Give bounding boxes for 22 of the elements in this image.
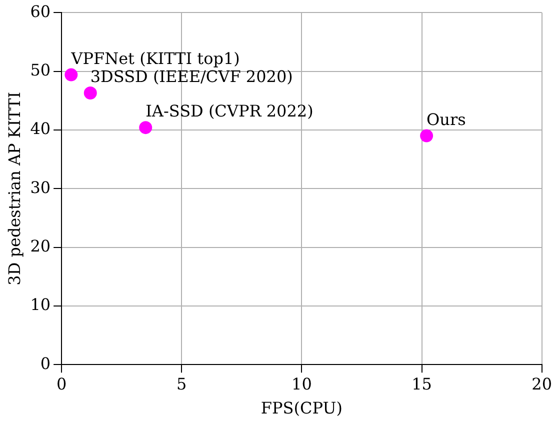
annotation: VPFNet (KITTI top1) <box>70 48 240 68</box>
y-tick-label: 0 <box>40 354 51 373</box>
x-tick-label: 0 <box>56 374 67 394</box>
point <box>64 68 78 82</box>
point <box>84 86 97 100</box>
annotation: 3DSSD (IEEE/CVF 2020) <box>90 66 293 86</box>
y-tick-label: 40 <box>30 119 51 138</box>
y-tick-label: 10 <box>30 295 51 314</box>
y-tick-label: 60 <box>30 2 51 21</box>
y-tick-label: 50 <box>30 60 51 80</box>
x-tick-label: 10 <box>292 374 312 394</box>
x-tick-label: 5 <box>176 374 187 394</box>
y-axis-title: 3D pedestrian AP KITTI <box>4 92 24 286</box>
x-tick-label: 20 <box>532 374 552 394</box>
annotation: Ours <box>426 110 466 129</box>
point <box>420 129 434 142</box>
x-tick-label: 15 <box>412 374 432 394</box>
point <box>139 121 152 134</box>
x-axis-title: FPS(CPU) <box>260 398 342 418</box>
y-tick-label: 20 <box>30 236 51 256</box>
annotation: IA-SSD (CVPR 2022) <box>146 102 314 121</box>
y-tick-label: 30 <box>30 178 51 197</box>
